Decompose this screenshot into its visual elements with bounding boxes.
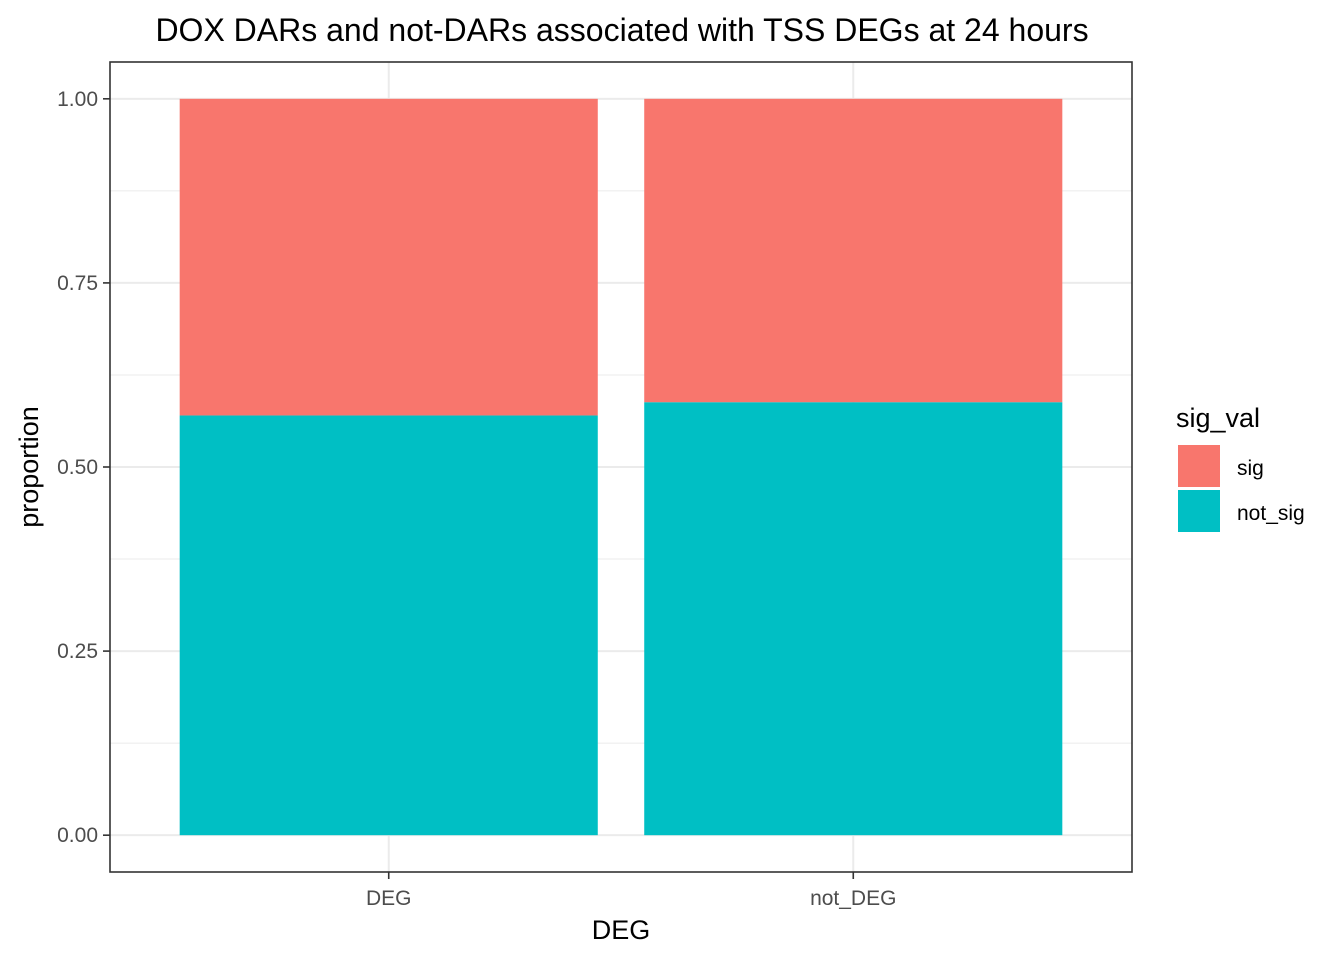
x-axis: DEG not_DEG [366, 872, 896, 910]
bar-sig-DEG [179, 98, 598, 416]
y-tick-label: 0.25 [57, 640, 98, 663]
legend-label-sig: sig [1237, 457, 1264, 480]
bars-layer [179, 98, 1063, 836]
legend: sig_val sig not_sig [1176, 403, 1305, 532]
x-axis-title: DEG [592, 915, 651, 945]
y-axis-title: proportion [14, 406, 44, 528]
legend-key-sig [1178, 445, 1220, 487]
legend-label-not_sig: not_sig [1237, 502, 1305, 525]
legend-key-not_sig [1178, 490, 1220, 532]
bar-not_sig-DEG [179, 415, 598, 836]
y-tick-label: 0.50 [57, 456, 98, 479]
y-tick-label: 1.00 [57, 88, 98, 111]
y-axis: 0.00 0.25 0.50 0.75 1.00 [57, 88, 110, 847]
y-tick-label: 0.75 [57, 272, 98, 295]
legend-title: sig_val [1176, 403, 1260, 433]
x-tick-label: DEG [366, 887, 412, 910]
bar-not_sig-not_DEG [644, 402, 1063, 836]
chart-title: DOX DARs and not-DARs associated with TS… [155, 12, 1088, 48]
x-tick-label: not_DEG [810, 887, 896, 910]
bar-sig-not_DEG [644, 98, 1063, 403]
y-tick-label: 0.00 [57, 824, 98, 847]
